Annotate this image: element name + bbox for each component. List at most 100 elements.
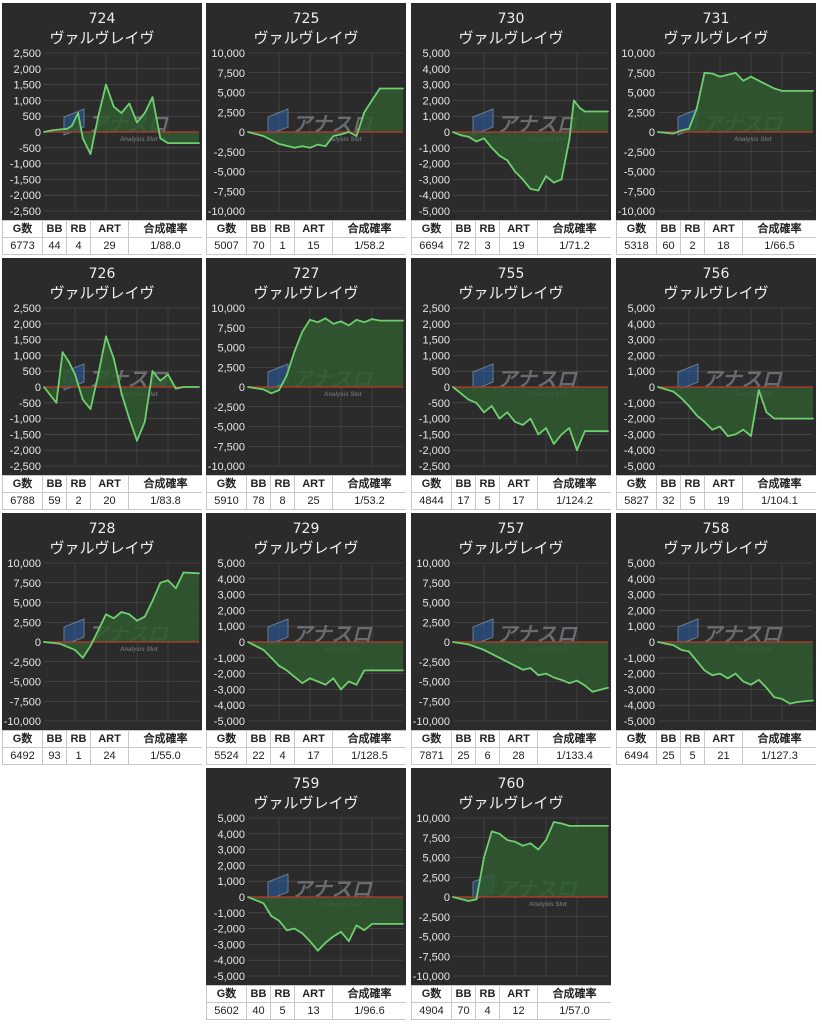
data-point (757, 79, 760, 82)
header-games: G数 (206, 475, 247, 493)
value-art: 25 (294, 492, 333, 510)
y-tick-label: -1,000 (624, 653, 655, 665)
value-rate: 1/58.2 (332, 237, 406, 255)
data-point (301, 932, 304, 935)
data-point (58, 128, 61, 131)
header-art: ART (499, 475, 538, 493)
data-point (355, 318, 358, 321)
y-tick-label: 1,000 (422, 111, 450, 123)
data-point (143, 420, 146, 423)
data-point (452, 896, 454, 898)
payout-line (657, 71, 813, 135)
data-point (355, 135, 358, 137)
y-tick-label: -4,000 (624, 445, 655, 457)
data-point (347, 940, 350, 943)
data-point (71, 124, 73, 127)
header-games: G数 (411, 985, 452, 1003)
data-point (529, 842, 532, 845)
payout-chart: 2,500 2,000 1,500 1,000 500 0 -500 -1,000 -1,500… (419, 303, 609, 473)
header-art: ART (294, 220, 333, 238)
y-tick-label: -1,000 (624, 398, 655, 410)
machine-name: ヴァルヴレイヴ (253, 284, 359, 302)
data-point (703, 71, 706, 74)
data-point (537, 189, 540, 192)
data-point (537, 848, 540, 851)
data-point (537, 674, 540, 677)
data-point (81, 137, 84, 140)
value-rate: 1/104.1 (742, 492, 816, 510)
data-point (483, 856, 485, 859)
data-point (285, 669, 288, 672)
y-tick-label: 5,000 (217, 343, 245, 355)
data-point (757, 389, 760, 392)
data-point (711, 72, 714, 75)
machine-name: ヴァルヴレイヴ (663, 539, 769, 557)
data-point (262, 388, 265, 391)
data-point (545, 427, 547, 429)
payout-area (248, 897, 403, 951)
y-tick-label: -2,500 (624, 147, 655, 159)
value-games: 5827 (616, 492, 657, 510)
watermark-main: アナスロ (292, 624, 374, 646)
y-tick-label: 5,000 (13, 598, 41, 610)
data-point (293, 350, 296, 353)
y-tick-label: -500 (19, 398, 41, 410)
data-point (568, 682, 571, 684)
data-point (529, 667, 532, 669)
y-tick-label: 1,000 (217, 876, 245, 888)
y-tick-label: 2,500 (13, 48, 41, 60)
value-bb: 17 (451, 492, 476, 510)
payout-chart: 10,000 7,500 5,000 2,500 0 -2,500 -5,000 -7,500… (208, 303, 404, 473)
payout-area (248, 642, 403, 690)
y-tick-label: 3,000 (217, 845, 245, 857)
data-point (105, 83, 107, 86)
y-tick-label: 7,500 (422, 833, 450, 845)
value-bb: 60 (656, 237, 681, 255)
machine-name: ヴァルヴレイヴ (49, 539, 155, 557)
y-tick-label: 500 (23, 366, 41, 378)
data-point (583, 684, 586, 687)
header-rb: RB (270, 730, 295, 748)
data-point (97, 629, 100, 632)
value-games: 4904 (411, 1002, 452, 1020)
machine-number: 730 (497, 11, 525, 27)
value-games: 5602 (206, 1002, 247, 1020)
payout-area (44, 336, 199, 441)
data-point (174, 142, 177, 144)
payout-area (248, 318, 403, 394)
data-point (719, 425, 721, 428)
watermark-sub: Analysis Slot (119, 137, 159, 143)
header-rate: 合成確率 (128, 220, 202, 238)
payout-line (247, 641, 403, 691)
data-point (576, 679, 578, 682)
y-tick-label: -1,500 (10, 174, 41, 186)
data-point (167, 579, 169, 582)
y-tick-label: 2,000 (627, 605, 655, 617)
data-point (781, 90, 783, 92)
y-tick-label: 500 (432, 366, 450, 378)
y-tick-label: 1,000 (627, 366, 655, 378)
data-point (514, 664, 516, 667)
y-tick-label: -2,000 (214, 924, 245, 936)
y-tick-label: 1,000 (13, 95, 41, 107)
data-point (371, 99, 373, 102)
data-point (112, 357, 115, 360)
y-tick-label: -10,000 (413, 716, 450, 728)
value-bb: 59 (42, 492, 67, 510)
header-rate: 合成確率 (332, 730, 406, 748)
data-point (332, 677, 335, 680)
data-point (174, 387, 177, 390)
stats-table: G数 BB RB ART 合成確率 5827 32 5 19 1/104.1 (616, 475, 816, 510)
machine-name: ヴァルヴレイヴ (458, 284, 564, 302)
machine-number: 727 (292, 266, 320, 282)
data-point (278, 389, 280, 392)
value-art: 17 (294, 747, 333, 765)
y-tick-label: 2,000 (217, 605, 245, 617)
payout-area (453, 100, 608, 191)
data-point (143, 615, 146, 618)
data-point (514, 420, 516, 423)
data-point (285, 374, 288, 377)
y-tick-label: 0 (649, 127, 655, 139)
data-point (324, 683, 327, 686)
machine-card-756: 756 ヴァルヴレイヴ 5,000 4,000 3,000 2,000 1,000 0 -1… (616, 258, 816, 510)
